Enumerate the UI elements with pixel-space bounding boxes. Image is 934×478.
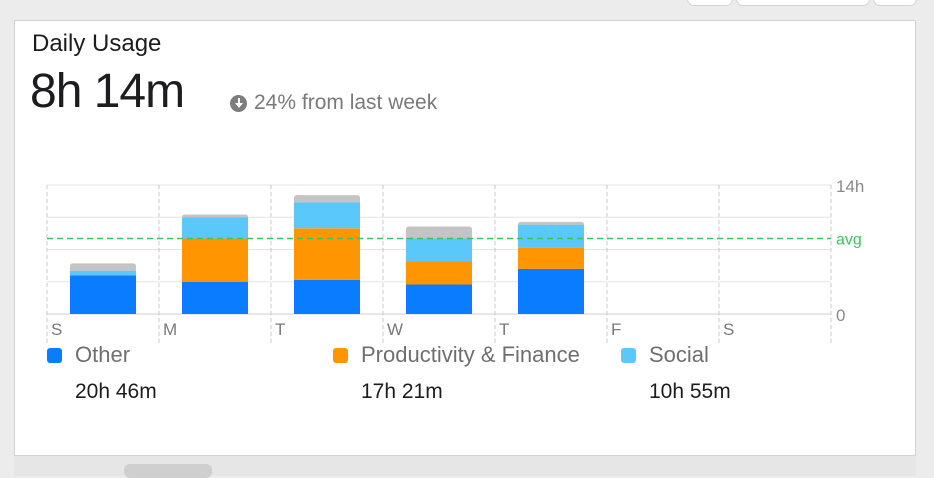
bar-segment <box>182 217 248 239</box>
bar-segment <box>70 275 136 314</box>
arrow-down-circle-icon <box>230 94 247 112</box>
bar-segment <box>518 247 584 269</box>
bar-segment <box>182 281 248 314</box>
x-tick-label: S <box>723 320 734 339</box>
bar-segment <box>294 202 360 229</box>
bar-segment <box>518 221 584 225</box>
bar-segment <box>518 268 584 314</box>
bottom-segment-bar <box>14 456 916 478</box>
average-label: avg <box>836 231 862 248</box>
bar-segment <box>294 279 360 314</box>
weekly-change: 24% from last week <box>230 91 437 115</box>
legend-label: Other <box>75 342 131 367</box>
x-tick-label: S <box>51 320 62 339</box>
x-tick-label: T <box>499 320 509 339</box>
legend-total: 17h 21m <box>361 380 443 403</box>
weekly-change-text: 24% from last week <box>254 91 438 114</box>
y-tick-label: 0 <box>836 306 845 325</box>
legend-total: 20h 46m <box>75 380 157 403</box>
bar-segment <box>182 238 248 282</box>
bar-segment <box>294 228 360 280</box>
legend-label: Productivity & Finance <box>361 342 580 367</box>
daily-usage-chart: avg 14h 0 S M T W T F S <box>46 177 864 346</box>
legend-swatch-social <box>621 348 636 363</box>
bar-segment <box>406 261 472 285</box>
card-title: Daily Usage <box>32 30 162 57</box>
legend-total: 10h 55m <box>649 380 731 403</box>
bar-segment <box>70 263 136 271</box>
bar-segment <box>182 214 248 218</box>
bar-segment <box>406 284 472 314</box>
x-tick-label: T <box>275 320 285 339</box>
bar-segment <box>406 226 472 239</box>
x-tick-label: W <box>387 320 403 339</box>
legend-swatch-other <box>47 348 62 363</box>
x-tick-label: M <box>163 320 177 339</box>
bar-segment <box>294 195 360 203</box>
segment-selected[interactable] <box>124 464 212 478</box>
bar-segment <box>518 224 584 248</box>
total-usage-value: 8h 14m <box>30 65 185 118</box>
bar-segment <box>70 270 136 276</box>
x-tick-label: F <box>611 320 621 339</box>
legend-label: Social <box>649 342 709 367</box>
y-tick-label: 14h <box>836 177 864 196</box>
legend-swatch-productivity-finance <box>333 348 348 363</box>
bar-segment <box>406 238 472 262</box>
